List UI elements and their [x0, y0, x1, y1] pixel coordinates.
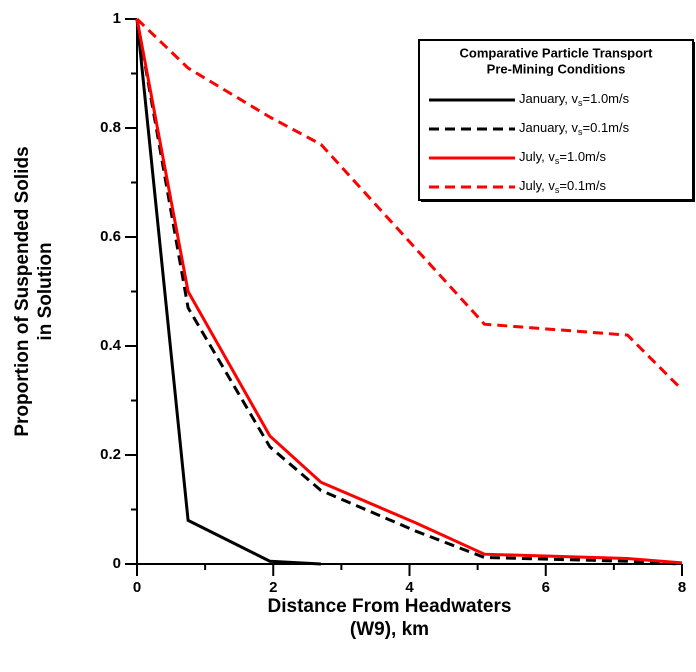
x-axis-label: (W9), km — [350, 619, 429, 640]
legend-label: July, vs=0.1m/s — [519, 178, 606, 195]
series-line — [135, 18, 322, 566]
x-tick-label: 0 — [133, 579, 141, 596]
x-axis-label: Distance From Headwaters — [268, 596, 512, 617]
legend-title: Pre-Mining Conditions — [487, 61, 626, 76]
legend-title: Comparative Particle Transport — [460, 45, 654, 60]
y-tick-label: 0.6 — [100, 228, 121, 245]
y-axis-label: Proportion of Suspended Solids — [12, 146, 33, 436]
x-tick-label: 4 — [405, 579, 414, 596]
legend-frame — [418, 39, 694, 201]
y-tick-label: 0.4 — [100, 337, 122, 354]
y-axis-label: in Solution — [35, 242, 56, 340]
x-tick-label: 6 — [542, 579, 550, 596]
y-tick-label: 0.2 — [100, 446, 121, 463]
y-tick-label: 0 — [113, 555, 121, 572]
x-tick-label: 8 — [678, 579, 686, 596]
legend-label: July, vs=1.0m/s — [519, 149, 606, 166]
y-tick-label: 0.8 — [100, 119, 121, 136]
series-line — [135, 18, 683, 565]
series-line — [135, 17, 684, 391]
series-line — [135, 18, 683, 566]
y-tick-label: 1 — [113, 10, 121, 27]
legend-label: January, vs=0.1m/s — [519, 120, 630, 137]
x-tick-label: 2 — [269, 579, 277, 596]
legend: Comparative Particle TransportPre-Mining… — [418, 39, 695, 202]
legend-label: January, vs=1.0m/s — [519, 91, 630, 108]
